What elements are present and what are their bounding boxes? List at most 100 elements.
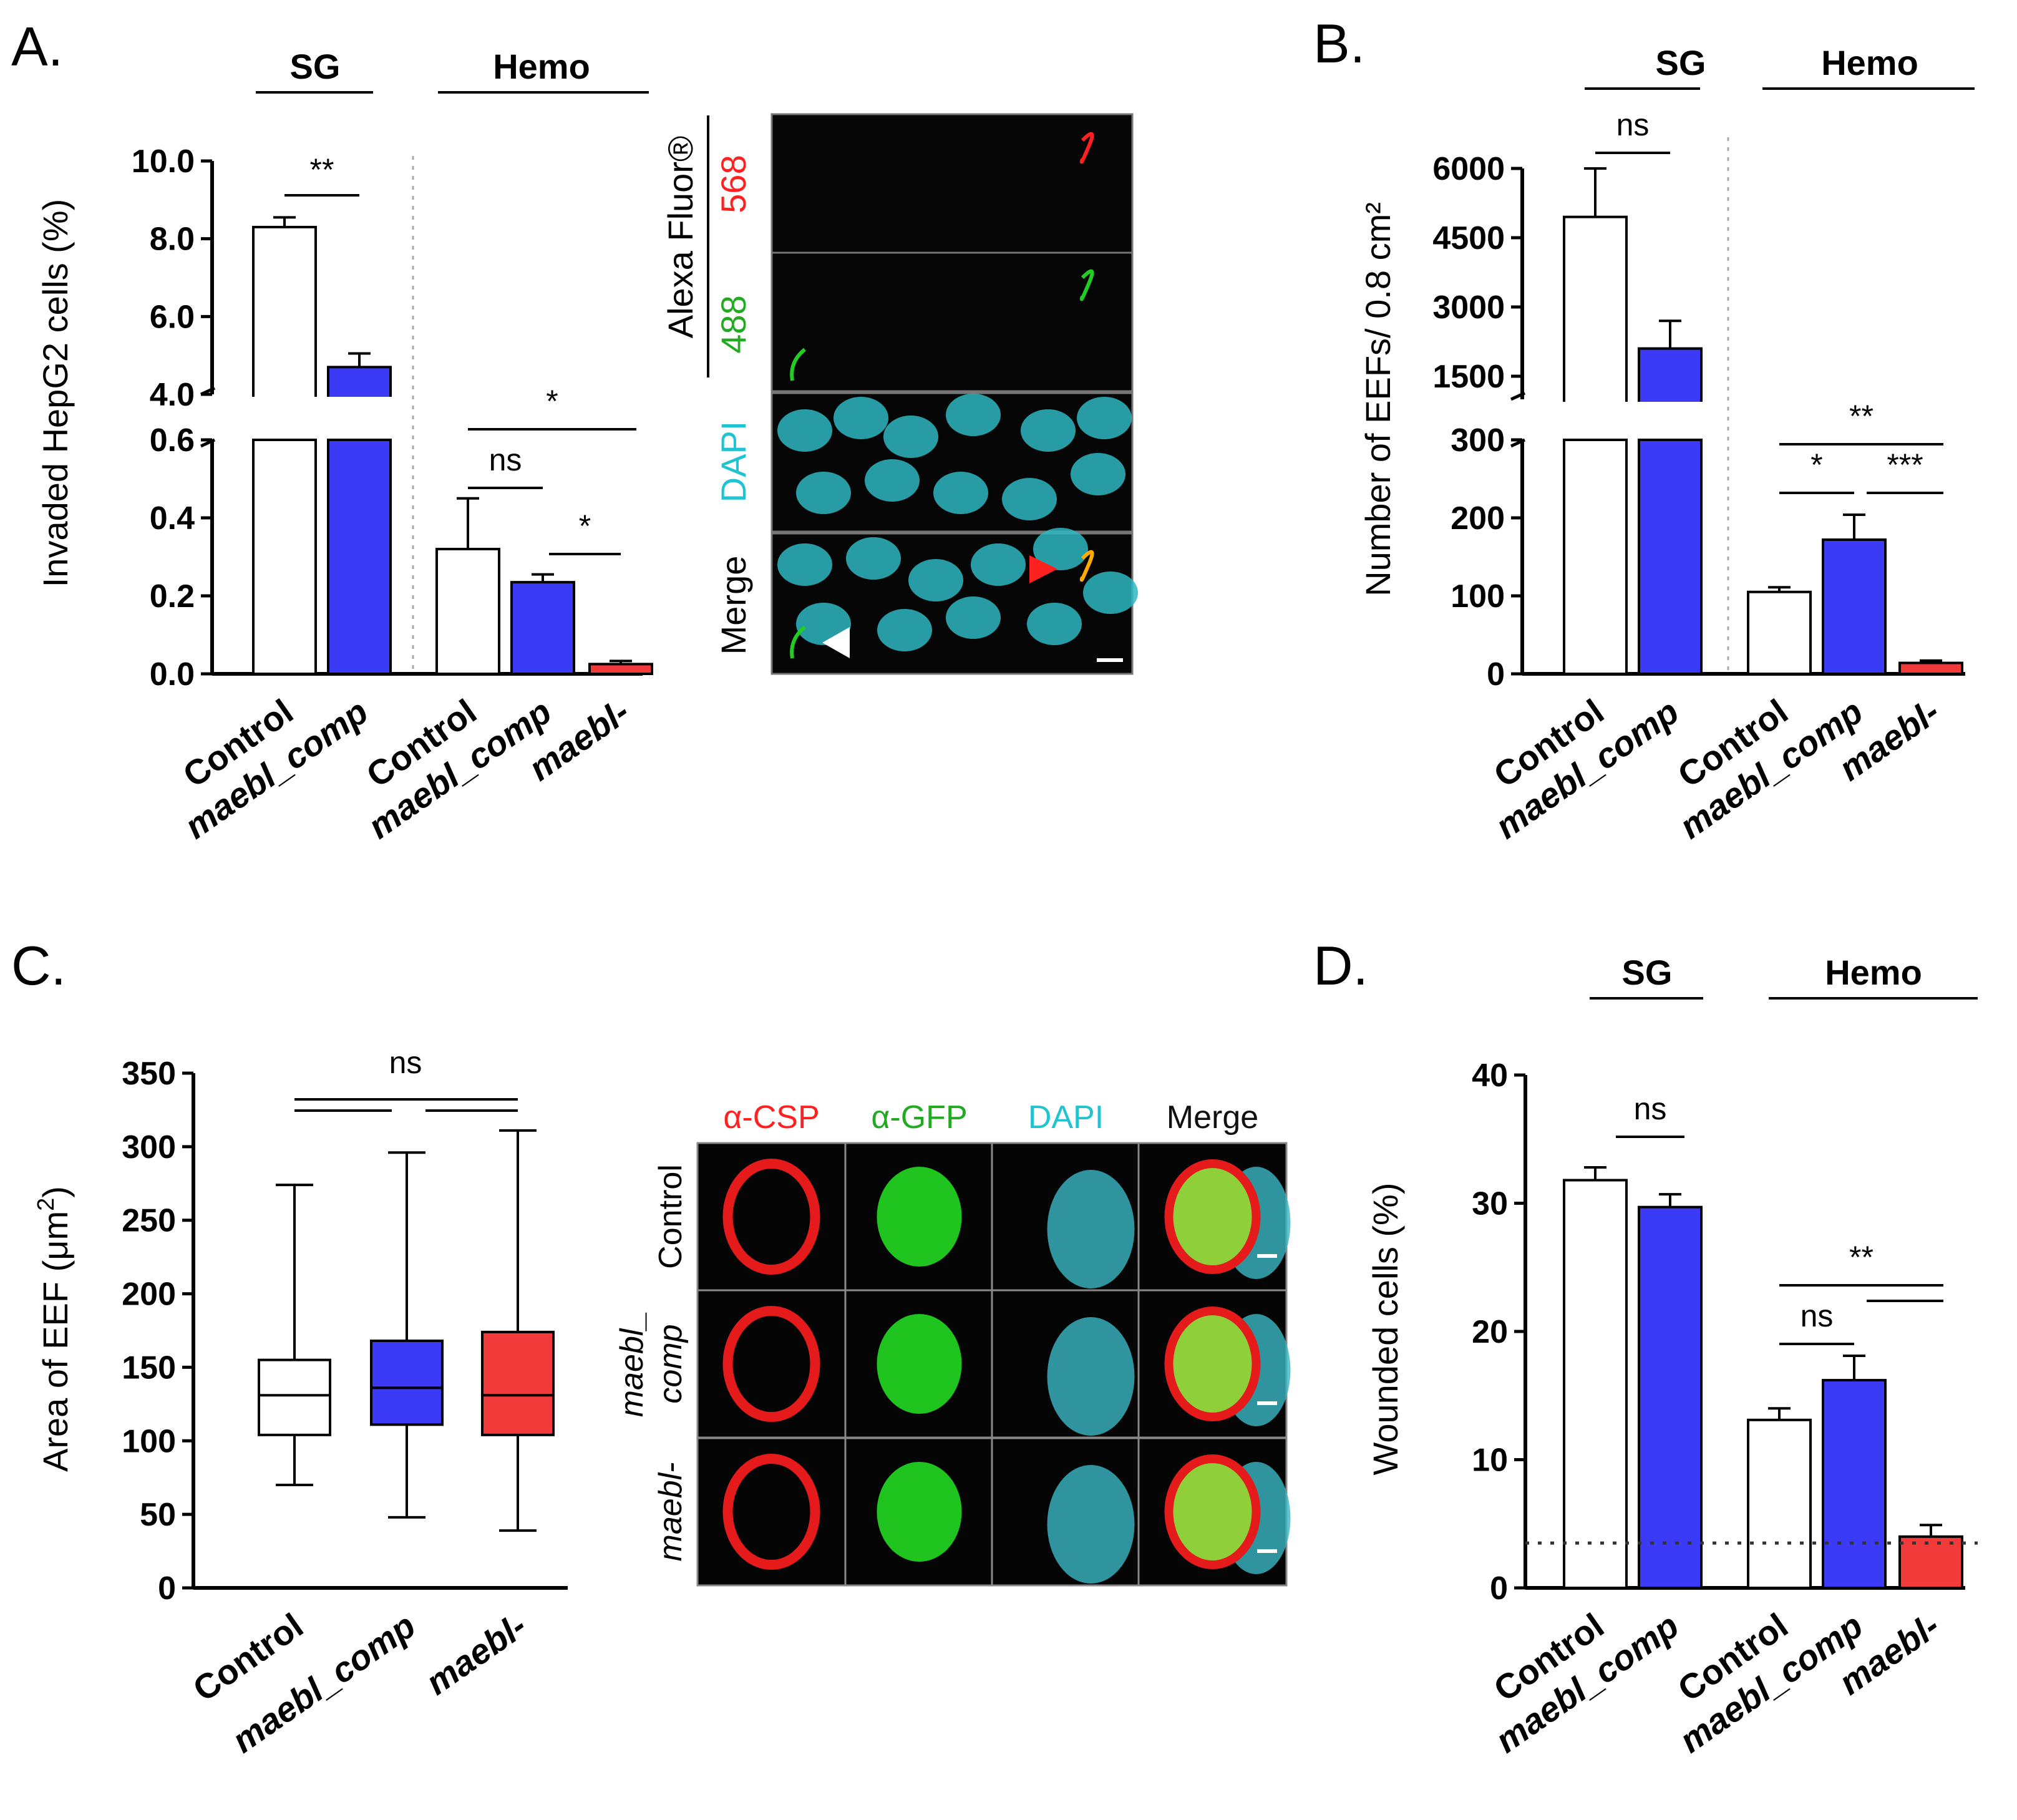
eef-csp <box>722 1306 820 1422</box>
group-label-hemo: Hemo <box>493 47 590 86</box>
bar <box>1563 1179 1628 1589</box>
nucleus <box>1021 409 1076 452</box>
eef-merge <box>1164 1159 1261 1274</box>
y-tick-label: 8.0 <box>150 221 195 258</box>
y-axis-label: Wounded cells (%) <box>1366 1183 1405 1476</box>
nucleus <box>946 394 1001 436</box>
nucleus <box>908 559 963 601</box>
significance-label: ns <box>489 442 522 477</box>
y-tick-label: 4500 <box>1432 220 1505 256</box>
y-tick-label: 0 <box>1490 1570 1508 1607</box>
panel-b: B. SG Hemo 0 100 200 300 1500 3000 4500 6000 Number… <box>1313 12 1975 846</box>
group-label-sg: SG <box>1622 953 1673 992</box>
axis-break <box>200 438 216 448</box>
nucleus <box>777 543 832 586</box>
bar <box>1747 590 1812 675</box>
y-tick-label: 300 <box>1451 422 1505 459</box>
micrograph-tile <box>770 251 1134 392</box>
nucleus <box>883 416 938 458</box>
y-tick-label: 10.0 <box>132 144 195 180</box>
significance-label: ** <box>1849 399 1874 434</box>
axis-break <box>1510 391 1526 401</box>
significance-label: ** <box>1849 1240 1874 1275</box>
bar <box>1638 439 1703 675</box>
y-tick-label: 6.0 <box>150 299 195 335</box>
y-tick-label: 0.2 <box>150 578 195 615</box>
sporozoite-green <box>1079 269 1094 301</box>
nucleus <box>1033 528 1088 570</box>
y-tick-label: 10 <box>1472 1443 1508 1479</box>
column-header: DAPI <box>1028 1099 1104 1136</box>
significance-label: ns <box>389 1045 422 1080</box>
label-dapi: DAPI <box>714 421 753 503</box>
y-tick-label: 100 <box>1451 578 1505 615</box>
panel-label: C. <box>11 935 66 996</box>
bar-break-gap <box>250 397 319 437</box>
row-label-control: Control <box>653 1164 689 1269</box>
nucleus <box>933 472 988 514</box>
arrowhead-red <box>1029 555 1057 583</box>
y-axis-label: Number of EEFs/ 0.8 cm² <box>1358 202 1397 596</box>
label-488: 488 <box>714 295 753 353</box>
bar <box>1898 1535 1963 1590</box>
axis-break <box>200 386 216 396</box>
bar <box>1898 661 1963 675</box>
box <box>370 1340 444 1426</box>
panel-label: A. <box>11 16 63 77</box>
bar <box>1563 215 1628 404</box>
y-tick-label: 350 <box>122 1056 176 1092</box>
y-axis-label-text: Area of EEF (μm <box>36 1211 75 1472</box>
panel-a: A. SG Hemo 0.0 0.2 0.4 0.6 4.0 6.0 8.0 10.0 Invaded… <box>11 16 653 846</box>
bar <box>252 439 317 675</box>
group-label-sg: SG <box>290 47 341 86</box>
y-tick-label: 250 <box>122 1203 176 1239</box>
row-label-maebl: maebl- <box>653 1462 689 1562</box>
bar <box>1638 347 1703 404</box>
y-axis-label: Invaded HepG2 cells (%) <box>36 199 75 588</box>
group-label-hemo: Hemo <box>1821 43 1918 82</box>
micrograph-tile <box>770 113 1134 254</box>
nucleus <box>1071 453 1125 495</box>
significance-label: ns <box>1801 1298 1834 1333</box>
nucleus <box>865 459 920 502</box>
y-tick-label: 200 <box>122 1277 176 1313</box>
column-header: α-GFP <box>871 1099 967 1136</box>
nucleus <box>796 472 851 514</box>
panel-label: B. <box>1313 12 1365 74</box>
y-tick-label: 150 <box>122 1350 176 1386</box>
significance-label: ns <box>1634 1091 1667 1126</box>
nucleus <box>1083 572 1138 614</box>
eef-gfp <box>877 1167 962 1267</box>
y-tick-label: 0.4 <box>150 500 195 537</box>
eef-csp <box>722 1454 820 1570</box>
axis-break <box>1510 438 1526 448</box>
y-tick-label: 6000 <box>1432 151 1505 187</box>
row-label-comp: comp <box>653 1324 689 1403</box>
bar <box>1563 439 1628 675</box>
label-568: 568 <box>714 155 753 213</box>
column-header: α-CSP <box>723 1099 819 1136</box>
group-label-hemo: Hemo <box>1825 953 1922 992</box>
nucleus <box>1047 1465 1135 1584</box>
y-tick-label: 40 <box>1472 1058 1508 1094</box>
bar <box>327 366 392 399</box>
eef-gfp <box>877 1462 962 1562</box>
sporozoite-green <box>790 348 806 381</box>
sporozoite-yellow <box>1079 550 1094 582</box>
y-tick-label: 0 <box>158 1570 176 1607</box>
box <box>258 1358 331 1436</box>
y-tick-label: 20 <box>1472 1314 1508 1350</box>
y-tick-label: 100 <box>122 1423 176 1459</box>
y-tick-label: 3000 <box>1432 290 1505 326</box>
y-tick-label: 0 <box>1487 656 1505 693</box>
sporozoite-green <box>790 625 806 659</box>
nucleus <box>1077 397 1132 439</box>
nucleus <box>1002 478 1057 520</box>
y-axis-label-sup: 2 <box>33 1198 59 1211</box>
y-tick-label: 0.6 <box>150 422 195 459</box>
y-tick-label: 4.0 <box>150 377 195 413</box>
bar-break-gap <box>1560 402 1630 437</box>
bar <box>327 439 392 675</box>
nucleus <box>834 397 888 439</box>
